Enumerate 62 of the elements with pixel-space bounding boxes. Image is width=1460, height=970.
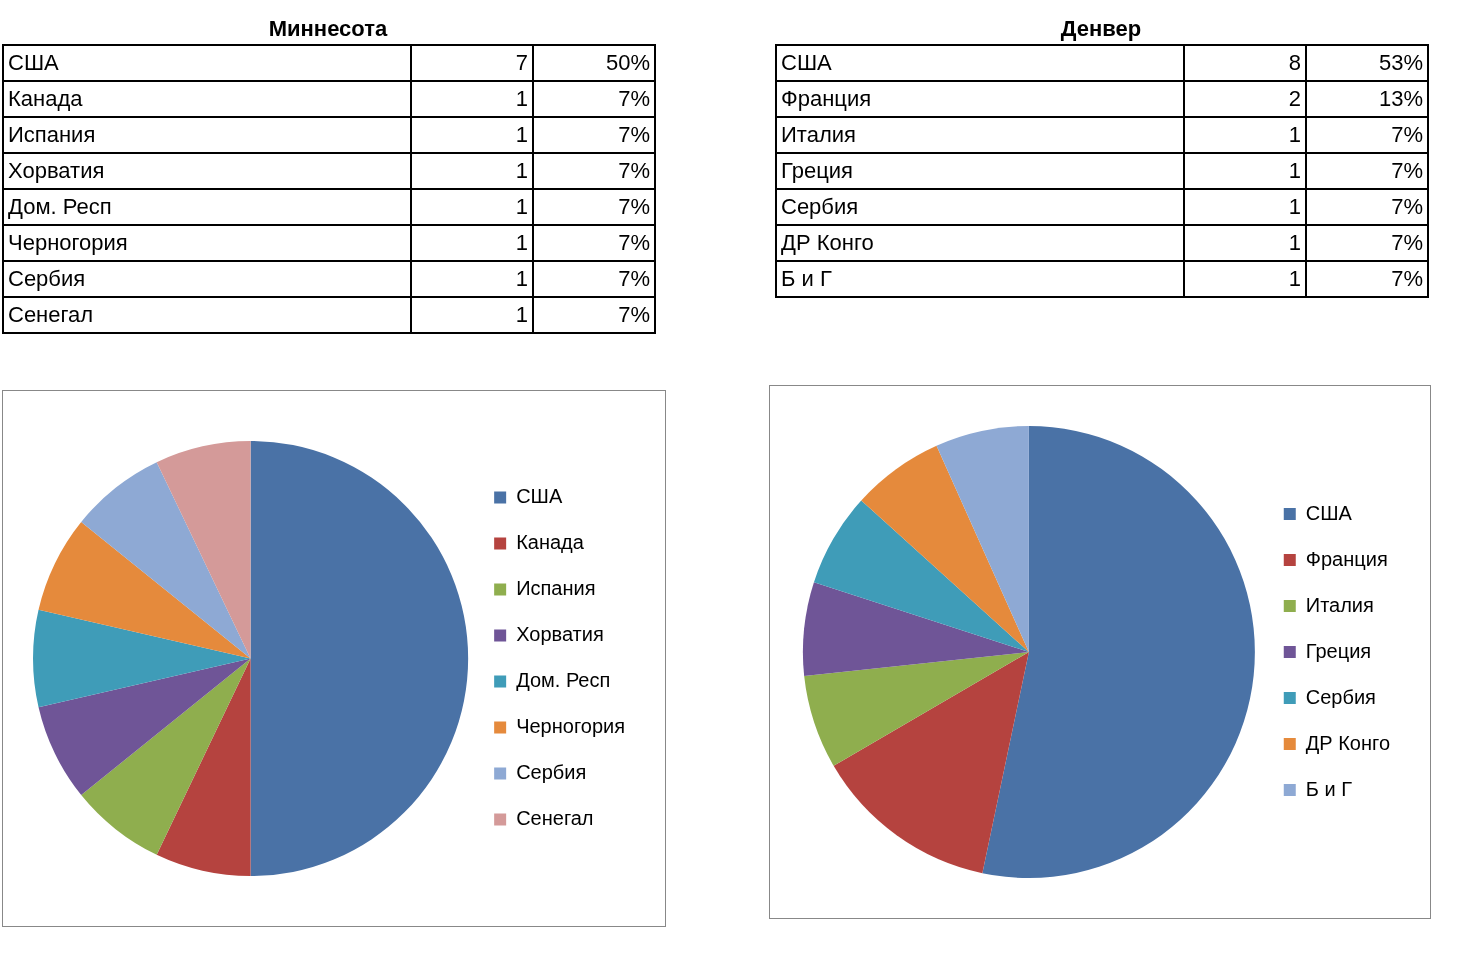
legend-label: Франция (1305, 547, 1388, 570)
data-label: 7% (1306, 225, 1428, 261)
data-label: 1 (411, 225, 533, 261)
category-label: Б и Г (776, 261, 1184, 297)
data-label: 7% (533, 81, 655, 117)
data-label: 1 (411, 117, 533, 153)
data-label: 53% (1306, 45, 1428, 81)
legend-label: Б и Г (1305, 777, 1353, 800)
data-label: 7% (533, 153, 655, 189)
legend-label: Италия (1305, 593, 1374, 616)
category-label: Хорватия (3, 153, 411, 189)
data-label: 1 (1184, 261, 1306, 297)
data-label: 13% (1306, 81, 1428, 117)
category-label: Франция (776, 81, 1184, 117)
data-label: 1 (411, 261, 533, 297)
legend-label: ДР Конго (1305, 731, 1391, 754)
legend-label: Греция (1305, 639, 1372, 662)
data-label: 7% (1306, 117, 1428, 153)
category-label: ДР Конго (776, 225, 1184, 261)
legend-label: Сенегал (516, 807, 594, 830)
legend-label: Испания (516, 577, 596, 600)
legend-label: Сербия (1305, 685, 1376, 708)
data-label: 7 (411, 45, 533, 81)
data-label: 7% (533, 189, 655, 225)
data-label: 7% (1306, 153, 1428, 189)
legend-label: Хорватия (516, 623, 604, 646)
text: Денвер (1059, 15, 1143, 43)
data-label: 1 (411, 297, 533, 333)
category-label: Греция (776, 153, 1184, 189)
data-label: 1 (1184, 117, 1306, 153)
legend-label: Черногория (516, 715, 626, 738)
category-label: Сербия (776, 189, 1184, 225)
category-label: Сенегал (3, 297, 411, 333)
data-label: 1 (1184, 189, 1306, 225)
category-label: США (776, 45, 1184, 81)
legend-label: Сербия (516, 761, 587, 784)
category-label: Дом. Респ (3, 189, 411, 225)
data-label: 1 (1184, 153, 1306, 189)
category-label: Италия (776, 117, 1184, 153)
data-label: 7% (1306, 261, 1428, 297)
data-label: 7% (533, 225, 655, 261)
category-label: Сербия (3, 261, 411, 297)
legend-label: США (1305, 501, 1353, 524)
data-label: 1 (411, 81, 533, 117)
data-label: 7% (533, 297, 655, 333)
category-label: США (3, 45, 411, 81)
legend-label: Дом. Респ (516, 669, 611, 692)
category-label: Канада (3, 81, 411, 117)
data-label: 1 (1184, 225, 1306, 261)
category-label: Испания (3, 117, 411, 153)
data-label: 7% (533, 117, 655, 153)
text: Миннесота (267, 15, 389, 43)
data-label: 2 (1184, 81, 1306, 117)
data-label: 7% (533, 261, 655, 297)
data-label: 1 (411, 189, 533, 225)
category-label: Черногория (3, 225, 411, 261)
data-label: 7% (1306, 189, 1428, 225)
data-label: 1 (411, 153, 533, 189)
data-label: 50% (533, 45, 655, 81)
legend-label: США (516, 485, 563, 508)
data-label: 8 (1184, 45, 1306, 81)
legend-label: Канада (516, 531, 585, 554)
